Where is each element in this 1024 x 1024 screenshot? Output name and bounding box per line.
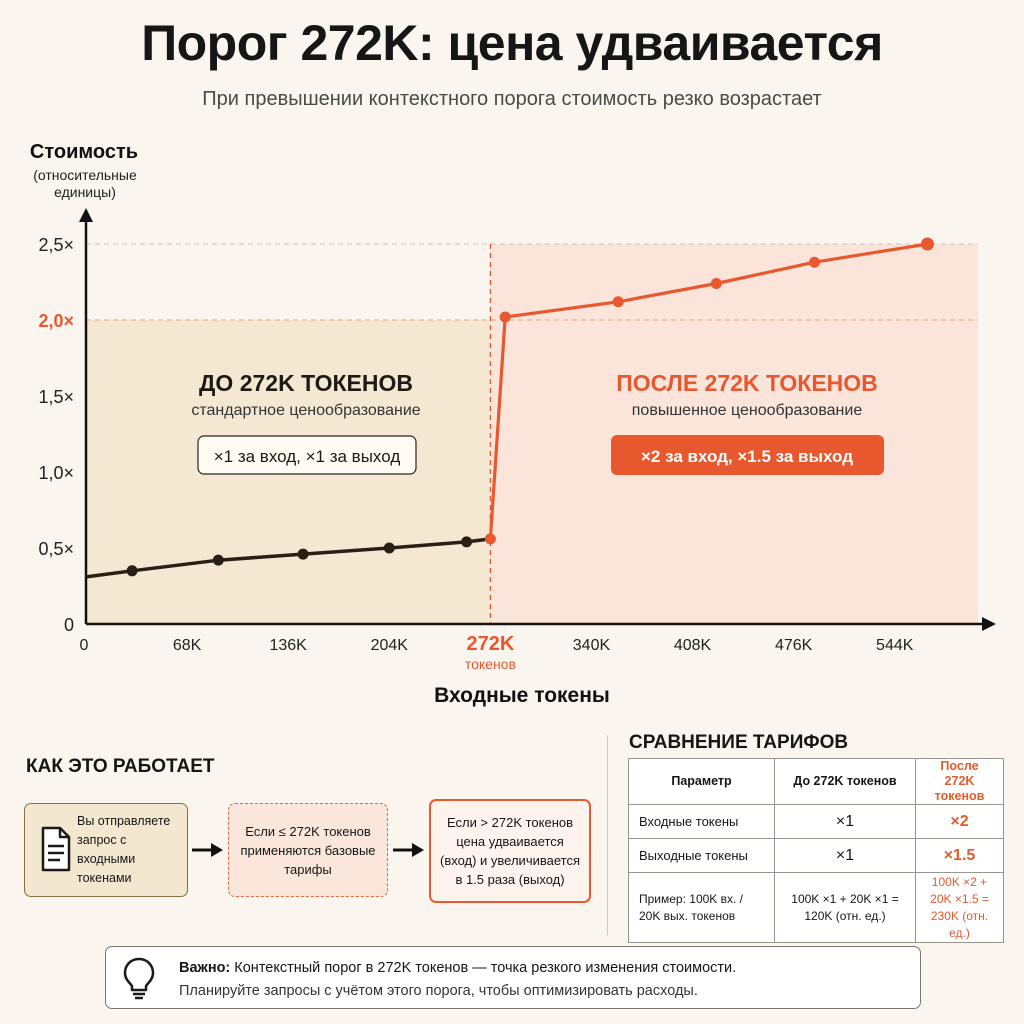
region-after-badge xyxy=(611,435,884,475)
page-subtitle: При превышении контекстного порога стоим… xyxy=(202,88,822,110)
x-tick-label: 0 xyxy=(80,637,89,654)
y-tick-label: 1,0× xyxy=(38,463,74,483)
step-1-text: Вы отправляете запрос с входными токенам… xyxy=(77,814,171,885)
x-axis-title: Входные токены xyxy=(434,684,610,707)
how-it-works-title: КАК ЭТО РАБОТАЕТ xyxy=(26,756,215,777)
row-example-before: 100K ×1 + 20K ×1 = 120K (отн. ед.) xyxy=(774,872,916,943)
x-tick-label: 136K xyxy=(269,637,307,654)
x-tick-label: 204K xyxy=(371,637,409,654)
region-before-subtitle: стандартное ценообразование xyxy=(191,402,420,419)
x-tick-label: 408K xyxy=(674,637,712,654)
row-input-label: Входные токены xyxy=(628,804,775,839)
data-point-before xyxy=(297,548,309,560)
step-higher-rates: Если > 272K токенов цена удваивается (вх… xyxy=(429,799,591,903)
cost-chart: 0 0,5× 1,0× 1,5× 2,0× 2,5× 0 68K 136K 204K 272Kток… xyxy=(30,141,996,707)
y-axis-subtitle-2: единицы) xyxy=(54,184,116,200)
table-row: Пример: 100K вх. / 20K вых. токенов 100K… xyxy=(628,872,1004,943)
row-output-after: ×1.5 xyxy=(915,838,1004,873)
row-output-label: Выходные токены xyxy=(628,838,775,873)
x-tick-label: 544K xyxy=(876,637,914,654)
y-tick-label: 1,5× xyxy=(38,387,74,407)
document-icon xyxy=(41,826,71,872)
comparison-title: СРАВНЕНИЕ ТАРИФОВ xyxy=(629,732,849,753)
page-title: Порог 272K: цена удваивается xyxy=(141,15,883,71)
data-point-after xyxy=(710,278,722,290)
region-before-title: ДО 272K ТОКЕНОВ xyxy=(199,370,413,396)
header-param: Параметр xyxy=(628,758,775,805)
step-base-rates: Если ≤ 272K токенов применяются базовые … xyxy=(228,803,388,897)
data-point-after xyxy=(484,533,496,545)
comparison-table: Параметр До 272K токенов После 272K токе… xyxy=(628,758,1004,943)
region-after-title: ПОСЛЕ 272K ТОКЕНОВ xyxy=(616,370,878,396)
x-tick-sublabel: токенов xyxy=(465,656,516,672)
header-before: До 272K токенов xyxy=(774,758,916,805)
row-example-label: Пример: 100K вх. / 20K вых. токенов xyxy=(628,872,775,943)
region-before-badge-text: ×1 за вход, ×1 за выход xyxy=(214,447,401,466)
x-tick-label: 476K xyxy=(775,637,813,654)
data-point-after xyxy=(499,311,511,323)
x-tick-label: 68K xyxy=(173,637,202,654)
y-tick-label: 0,5× xyxy=(38,539,74,559)
row-input-after: ×2 xyxy=(915,804,1004,839)
y-tick-label: 0 xyxy=(64,615,74,635)
table-header-row: Параметр До 272K токенов После 272K токе… xyxy=(628,758,1004,805)
y-axis-arrow xyxy=(79,208,93,222)
step-3-text: Если > 272K токенов цена удваивается (вх… xyxy=(439,815,580,887)
important-note: Важно: Контекстный порог в 272K токенов … xyxy=(105,946,921,1009)
note-text-1: Контекстный порог в 272K токенов — точка… xyxy=(234,960,737,976)
header-after: После 272K токенов xyxy=(915,758,1004,805)
region-after-bg xyxy=(490,244,978,624)
step-2-text: Если ≤ 272K токенов применяются базовые … xyxy=(240,823,376,877)
data-point-after xyxy=(920,237,934,251)
row-example-after: 100K ×2 + 20K ×1.5 = 230K (отн. ед.) xyxy=(915,872,1004,943)
arrow-right-icon xyxy=(192,843,223,857)
series-line-after xyxy=(488,242,928,540)
note-line-2: Планируйте запросы с учётом этого порога… xyxy=(179,983,698,999)
lightbulb-icon xyxy=(123,957,155,1000)
data-point-after xyxy=(612,296,624,308)
table-row: Входные токены ×1 ×2 xyxy=(628,804,1004,839)
region-before-badge xyxy=(197,435,417,475)
x-tick-label: 340K xyxy=(573,637,611,654)
note-line-1: Важно: Контекстный порог в 272K токенов … xyxy=(179,960,736,976)
data-point-before xyxy=(461,536,473,548)
data-point-before xyxy=(212,554,224,566)
table-row: Выходные токены ×1 ×1.5 xyxy=(628,838,1004,873)
data-point-before xyxy=(126,565,138,577)
row-output-before: ×1 xyxy=(774,838,916,873)
step-send-request: Вы отправляете запрос с входными токенам… xyxy=(24,803,188,897)
y-axis-subtitle-1: (относительные xyxy=(33,167,137,183)
row-input-before: ×1 xyxy=(774,804,916,839)
arrow-right-icon xyxy=(393,843,424,857)
region-after-subtitle: повышенное ценообразование xyxy=(632,402,863,419)
section-divider xyxy=(607,735,608,935)
x-tick-label: 272K xyxy=(466,633,514,655)
region-after-badge-text: ×2 за вход, ×1.5 за выход xyxy=(641,447,853,466)
data-point-after xyxy=(808,256,820,268)
y-tick-label: 2,5× xyxy=(38,235,74,255)
x-axis-arrow xyxy=(982,617,996,631)
y-tick-label: 2,0× xyxy=(38,311,74,331)
y-axis-title: Стоимость xyxy=(30,141,138,163)
note-label: Важно: xyxy=(179,960,231,976)
data-point-before xyxy=(383,542,395,554)
